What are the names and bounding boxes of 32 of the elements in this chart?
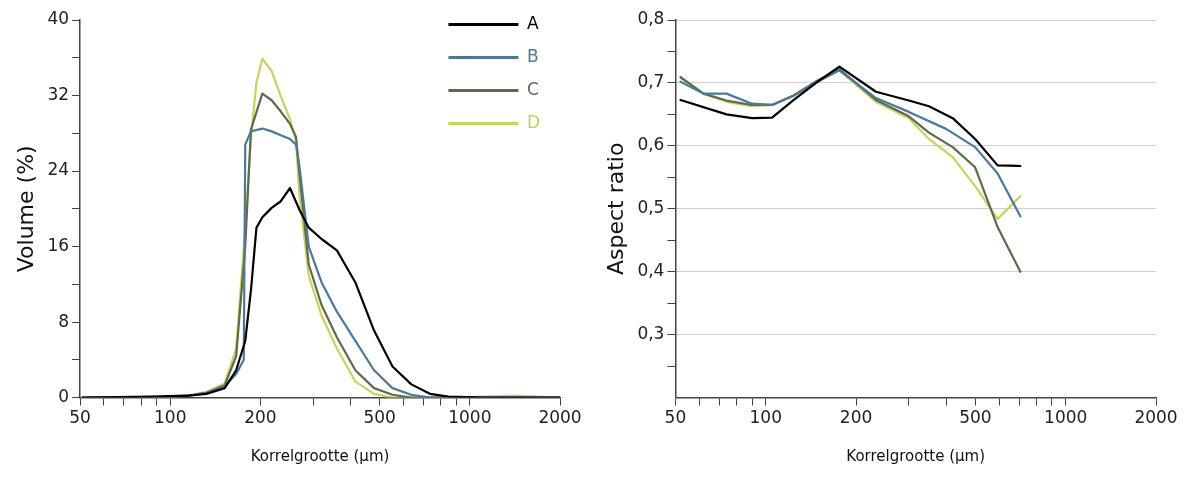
x-tick-label: 500 [959,407,992,428]
x-axis-title: Korrelgrootte (μm) [846,446,986,465]
y-axis-title: Aspect ratio [602,142,628,276]
y-tick-label: 32 [47,83,70,104]
y-tick-label: 0,4 [637,260,665,281]
y-tick-label: 24 [47,159,70,180]
y-tick-label: 0,5 [637,197,665,218]
x-tick-label: 100 [153,407,187,428]
y-tick-label: 0 [58,386,70,407]
legend-label: A [526,12,539,33]
y-tick-label: 0,7 [637,71,665,92]
x-tick-label: 200 [839,407,873,428]
y-tick-label: 8 [58,310,70,331]
x-tick-label: 500 [363,407,396,428]
legend-label: D [526,111,540,132]
x-tick-label: 1000 [1044,407,1088,428]
x-tick-label: 2000 [538,407,582,428]
y-tick-label: 0,3 [637,323,665,344]
y-tick-label: 0,8 [637,8,665,29]
legend-label: B [526,45,539,66]
x-tick-label: 200 [244,407,277,428]
x-tick-label: 1000 [448,407,492,428]
x-tick-label: 100 [749,407,782,428]
y-tick-label: 0,6 [637,134,665,155]
x-tick-label: 2000 [1134,407,1178,428]
y-tick-label: 40 [47,8,70,29]
x-tick-label: 50 [69,407,91,428]
legend-label: C [526,78,539,99]
y-axis-title: Volume (%) [12,145,38,273]
y-tick-label: 16 [47,234,70,255]
x-tick-label: 50 [664,407,687,428]
x-axis-title: Korrelgrootte (μm) [250,446,390,465]
